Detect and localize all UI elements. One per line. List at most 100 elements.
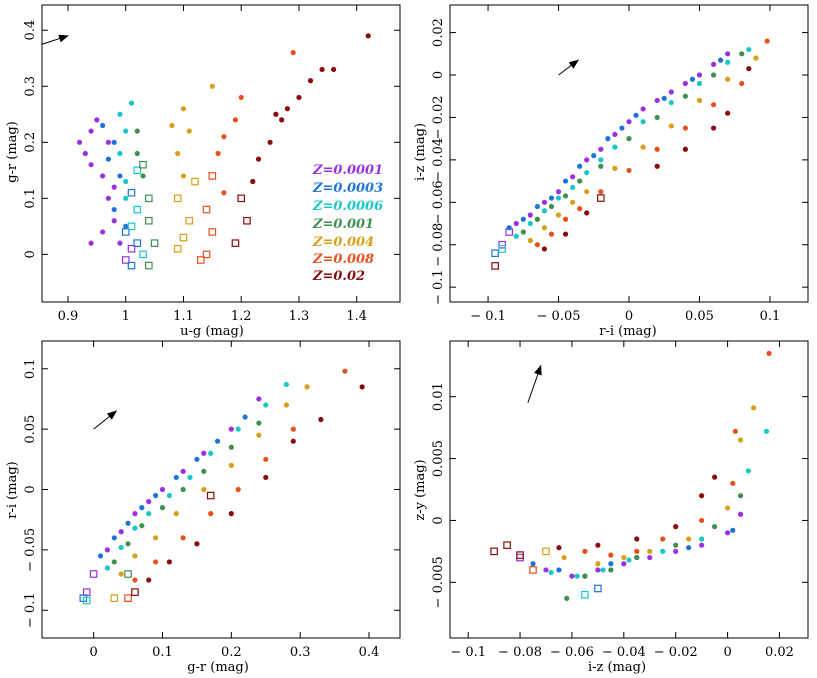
data-point [187, 474, 193, 481]
data-point [699, 542, 705, 548]
data-point [232, 117, 239, 123]
data-point [263, 456, 269, 462]
data-point [621, 561, 627, 567]
series-Z=0.001 [564, 493, 744, 602]
data-point [548, 203, 555, 210]
data-point [263, 474, 269, 481]
data-point [110, 594, 119, 602]
reddening-arrow [527, 364, 542, 404]
data-point [132, 525, 138, 531]
y-tick-label: − 0.04 [431, 138, 446, 182]
data-point [180, 468, 186, 474]
data-point [330, 66, 337, 73]
legend-label-z004: Z=0.004 [312, 235, 374, 250]
data-point [132, 577, 138, 583]
data-point [598, 163, 604, 169]
data-point [541, 208, 548, 214]
data-point [640, 119, 646, 125]
y-tick-label: 0 [431, 516, 446, 524]
data-point [185, 216, 194, 225]
x-tick-label: 0.4 [359, 645, 380, 660]
data-point [725, 110, 731, 116]
series-Z=0.0003 [530, 527, 736, 593]
data-point [555, 189, 562, 195]
data-point [673, 524, 679, 530]
data-point [221, 134, 227, 140]
data-point [159, 486, 166, 493]
series-Z=0.0003 [100, 122, 142, 270]
data-point [737, 437, 744, 443]
data-point [498, 240, 506, 249]
y-tick-label: 0.005 [431, 440, 446, 477]
data-point [123, 128, 129, 134]
data-point [766, 350, 772, 356]
data-point [228, 462, 234, 468]
series-Z=0.008 [196, 50, 296, 264]
data-point [123, 178, 129, 185]
y-tick-label: − 0.06 [431, 180, 446, 224]
data-point [169, 122, 175, 129]
data-point [654, 163, 660, 169]
y-tick-label: 0.02 [431, 18, 446, 47]
y-tick-label: 0 [23, 485, 38, 493]
panel-gr-ri: 0 0.1 0.2 0.3 0.4 − 0.1 − 0.05 0 0.05 0.1 g-r (ma… [5, 340, 401, 675]
panel-iz-zy: − 0.1 − 0.08 − 0.06 − 0.04 − 0.02 0 0.02 − 0.00… [413, 340, 809, 675]
y-tick-label: 0.3 [23, 76, 38, 97]
y-tick-label: 0.2 [23, 132, 38, 153]
y-tick-label: − 0.05 [23, 528, 38, 572]
data-point [235, 426, 241, 432]
data-point [215, 150, 221, 157]
data-point [82, 150, 88, 157]
data-point [145, 216, 153, 225]
ylabel-gr-ri: r-i (mag) [5, 461, 20, 518]
x-tick-label: 1.1 [173, 309, 194, 324]
data-point [647, 548, 653, 554]
data-point [548, 569, 554, 576]
data-point [127, 244, 136, 253]
data-point [173, 244, 182, 253]
series-Z=0.008 [529, 350, 772, 574]
plot-frame [41, 340, 401, 639]
data-point [534, 203, 540, 210]
data-point [640, 106, 646, 112]
ylabel-ri-iz: i-z (mag) [413, 123, 428, 181]
data-point [88, 128, 94, 134]
data-point [654, 97, 660, 104]
data-point [542, 547, 550, 556]
data-point [121, 228, 130, 236]
series-Z=0.0006 [548, 428, 770, 599]
data-point [598, 146, 604, 152]
legend-label-z008: Z=0.008 [312, 252, 374, 267]
legend: Z=0.0001 Z=0.0003 Z=0.0006 Z=0.001 Z=0.0… [312, 163, 383, 284]
data-point [668, 123, 674, 129]
data-point [100, 173, 106, 179]
plot-area-ri-iz: − 0.1− 0.05 0 0.05 0.1− 0.1− 0.08− 0.06− 0.… [431, 4, 809, 324]
data-point [527, 220, 533, 227]
y-tick-label: 0 [431, 71, 446, 79]
data-point [634, 536, 640, 542]
data-point [686, 545, 692, 551]
plot-area-gr-ri: 0 0.1 0.2 0.3 0.4 − 0.1 − 0.05 0 0.05 0.1 [23, 340, 401, 660]
data-point [201, 468, 207, 474]
data-point [718, 57, 724, 63]
data-point [556, 545, 562, 551]
series-Z=0.004 [110, 384, 310, 602]
data-point [640, 144, 646, 150]
data-point [673, 548, 679, 554]
x-tick-label: 0.3 [290, 645, 311, 660]
data-point [608, 561, 614, 567]
data-point [520, 216, 526, 222]
data-point [131, 588, 139, 596]
data-point [763, 428, 770, 434]
data-point [654, 114, 660, 121]
x-tick-label: 0.1 [152, 645, 173, 660]
y-tick-label: − 0.02 [431, 95, 446, 139]
data-point [527, 237, 533, 244]
ylabel-iz-zy: z-y (mag) [413, 459, 428, 520]
data-point [208, 228, 217, 236]
data-point [699, 536, 705, 542]
data-point [612, 165, 618, 171]
data-point [594, 584, 602, 593]
data-point [267, 139, 273, 145]
data-point [173, 511, 179, 517]
